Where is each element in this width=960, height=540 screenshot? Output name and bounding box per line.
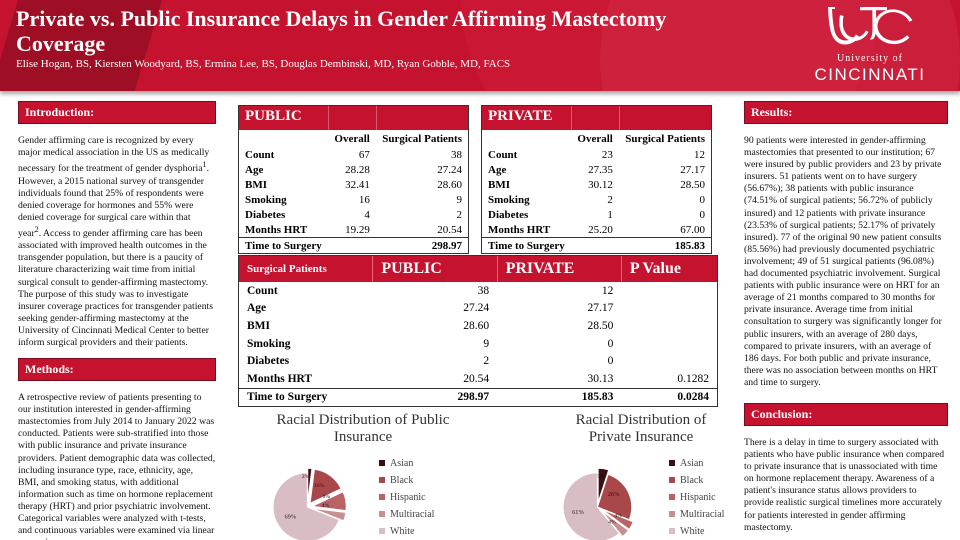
svg-text:9%: 9% — [323, 494, 331, 500]
svg-text:5%: 5% — [597, 474, 605, 480]
svg-text:4%: 4% — [322, 503, 330, 509]
svg-text:26%: 26% — [608, 491, 620, 498]
svg-text:2%: 2% — [302, 474, 310, 480]
svg-text:4%: 4% — [608, 519, 616, 525]
svg-text:61%: 61% — [572, 509, 584, 516]
svg-text:16%: 16% — [314, 483, 325, 489]
svg-text:4%: 4% — [614, 513, 622, 519]
svg-text:69%: 69% — [285, 514, 297, 521]
